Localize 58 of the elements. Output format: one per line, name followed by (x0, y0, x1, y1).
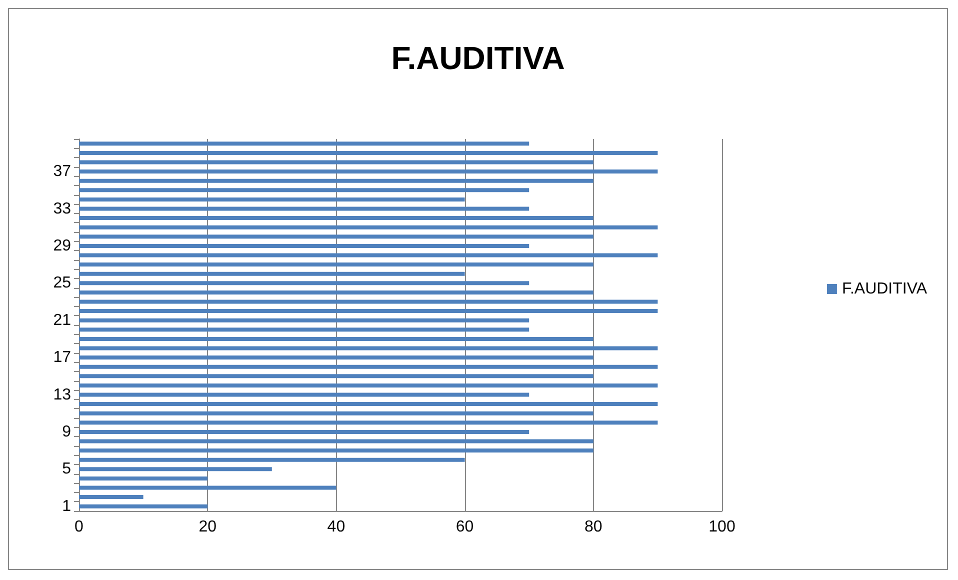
bar (79, 178, 594, 183)
bar (79, 225, 658, 230)
bar (79, 411, 594, 416)
bar (79, 262, 594, 267)
bar (79, 467, 272, 472)
y-tick-label: 5 (62, 460, 72, 478)
bar (79, 383, 658, 388)
x-tick-label: 20 (198, 518, 217, 536)
bar (79, 430, 530, 434)
bar (79, 281, 530, 286)
bar (79, 300, 658, 304)
bar (79, 318, 530, 322)
bar (79, 234, 594, 239)
bar (79, 206, 530, 211)
y-tick-label: 29 (53, 237, 72, 254)
bar (79, 458, 465, 462)
bar (79, 309, 658, 314)
y-tick-label: 33 (53, 200, 72, 218)
bar (79, 188, 530, 192)
x-tick-label: 60 (456, 518, 474, 536)
bar (79, 504, 208, 508)
bar (79, 142, 530, 146)
bar (79, 244, 530, 248)
y-tick-label: 21 (53, 312, 72, 329)
x-tick-label: 40 (327, 518, 346, 536)
bar (79, 160, 594, 164)
bar (79, 253, 658, 258)
chart-title: F.AUDITIVA (391, 40, 565, 76)
bar (79, 374, 594, 378)
bar (79, 346, 658, 350)
y-tick-label: 17 (53, 349, 72, 366)
bar (79, 448, 594, 453)
y-tick-label: 9 (62, 423, 72, 440)
legend-label: F.AUDITIVA (842, 280, 928, 298)
bar (79, 336, 594, 341)
bar (79, 272, 465, 276)
bar (79, 356, 594, 360)
bar (79, 486, 336, 490)
x-tick-label: 0 (74, 518, 84, 536)
x-tick-label: 80 (584, 518, 602, 536)
bar (79, 197, 465, 202)
bar (79, 439, 594, 444)
bar (79, 170, 658, 174)
bar (79, 364, 658, 369)
bar (79, 328, 530, 332)
bar (79, 216, 594, 220)
bar (79, 420, 658, 425)
bar (79, 290, 594, 294)
y-tick-label: 1 (62, 498, 72, 515)
y-tick-label: 25 (53, 274, 72, 292)
bar (79, 150, 658, 155)
x-tick-label: 100 (708, 518, 736, 536)
y-tick-label: 37 (53, 163, 72, 180)
bar (79, 402, 658, 406)
bar (79, 392, 530, 397)
bar (79, 476, 208, 480)
bar (79, 495, 144, 500)
y-tick-label: 13 (53, 386, 72, 404)
